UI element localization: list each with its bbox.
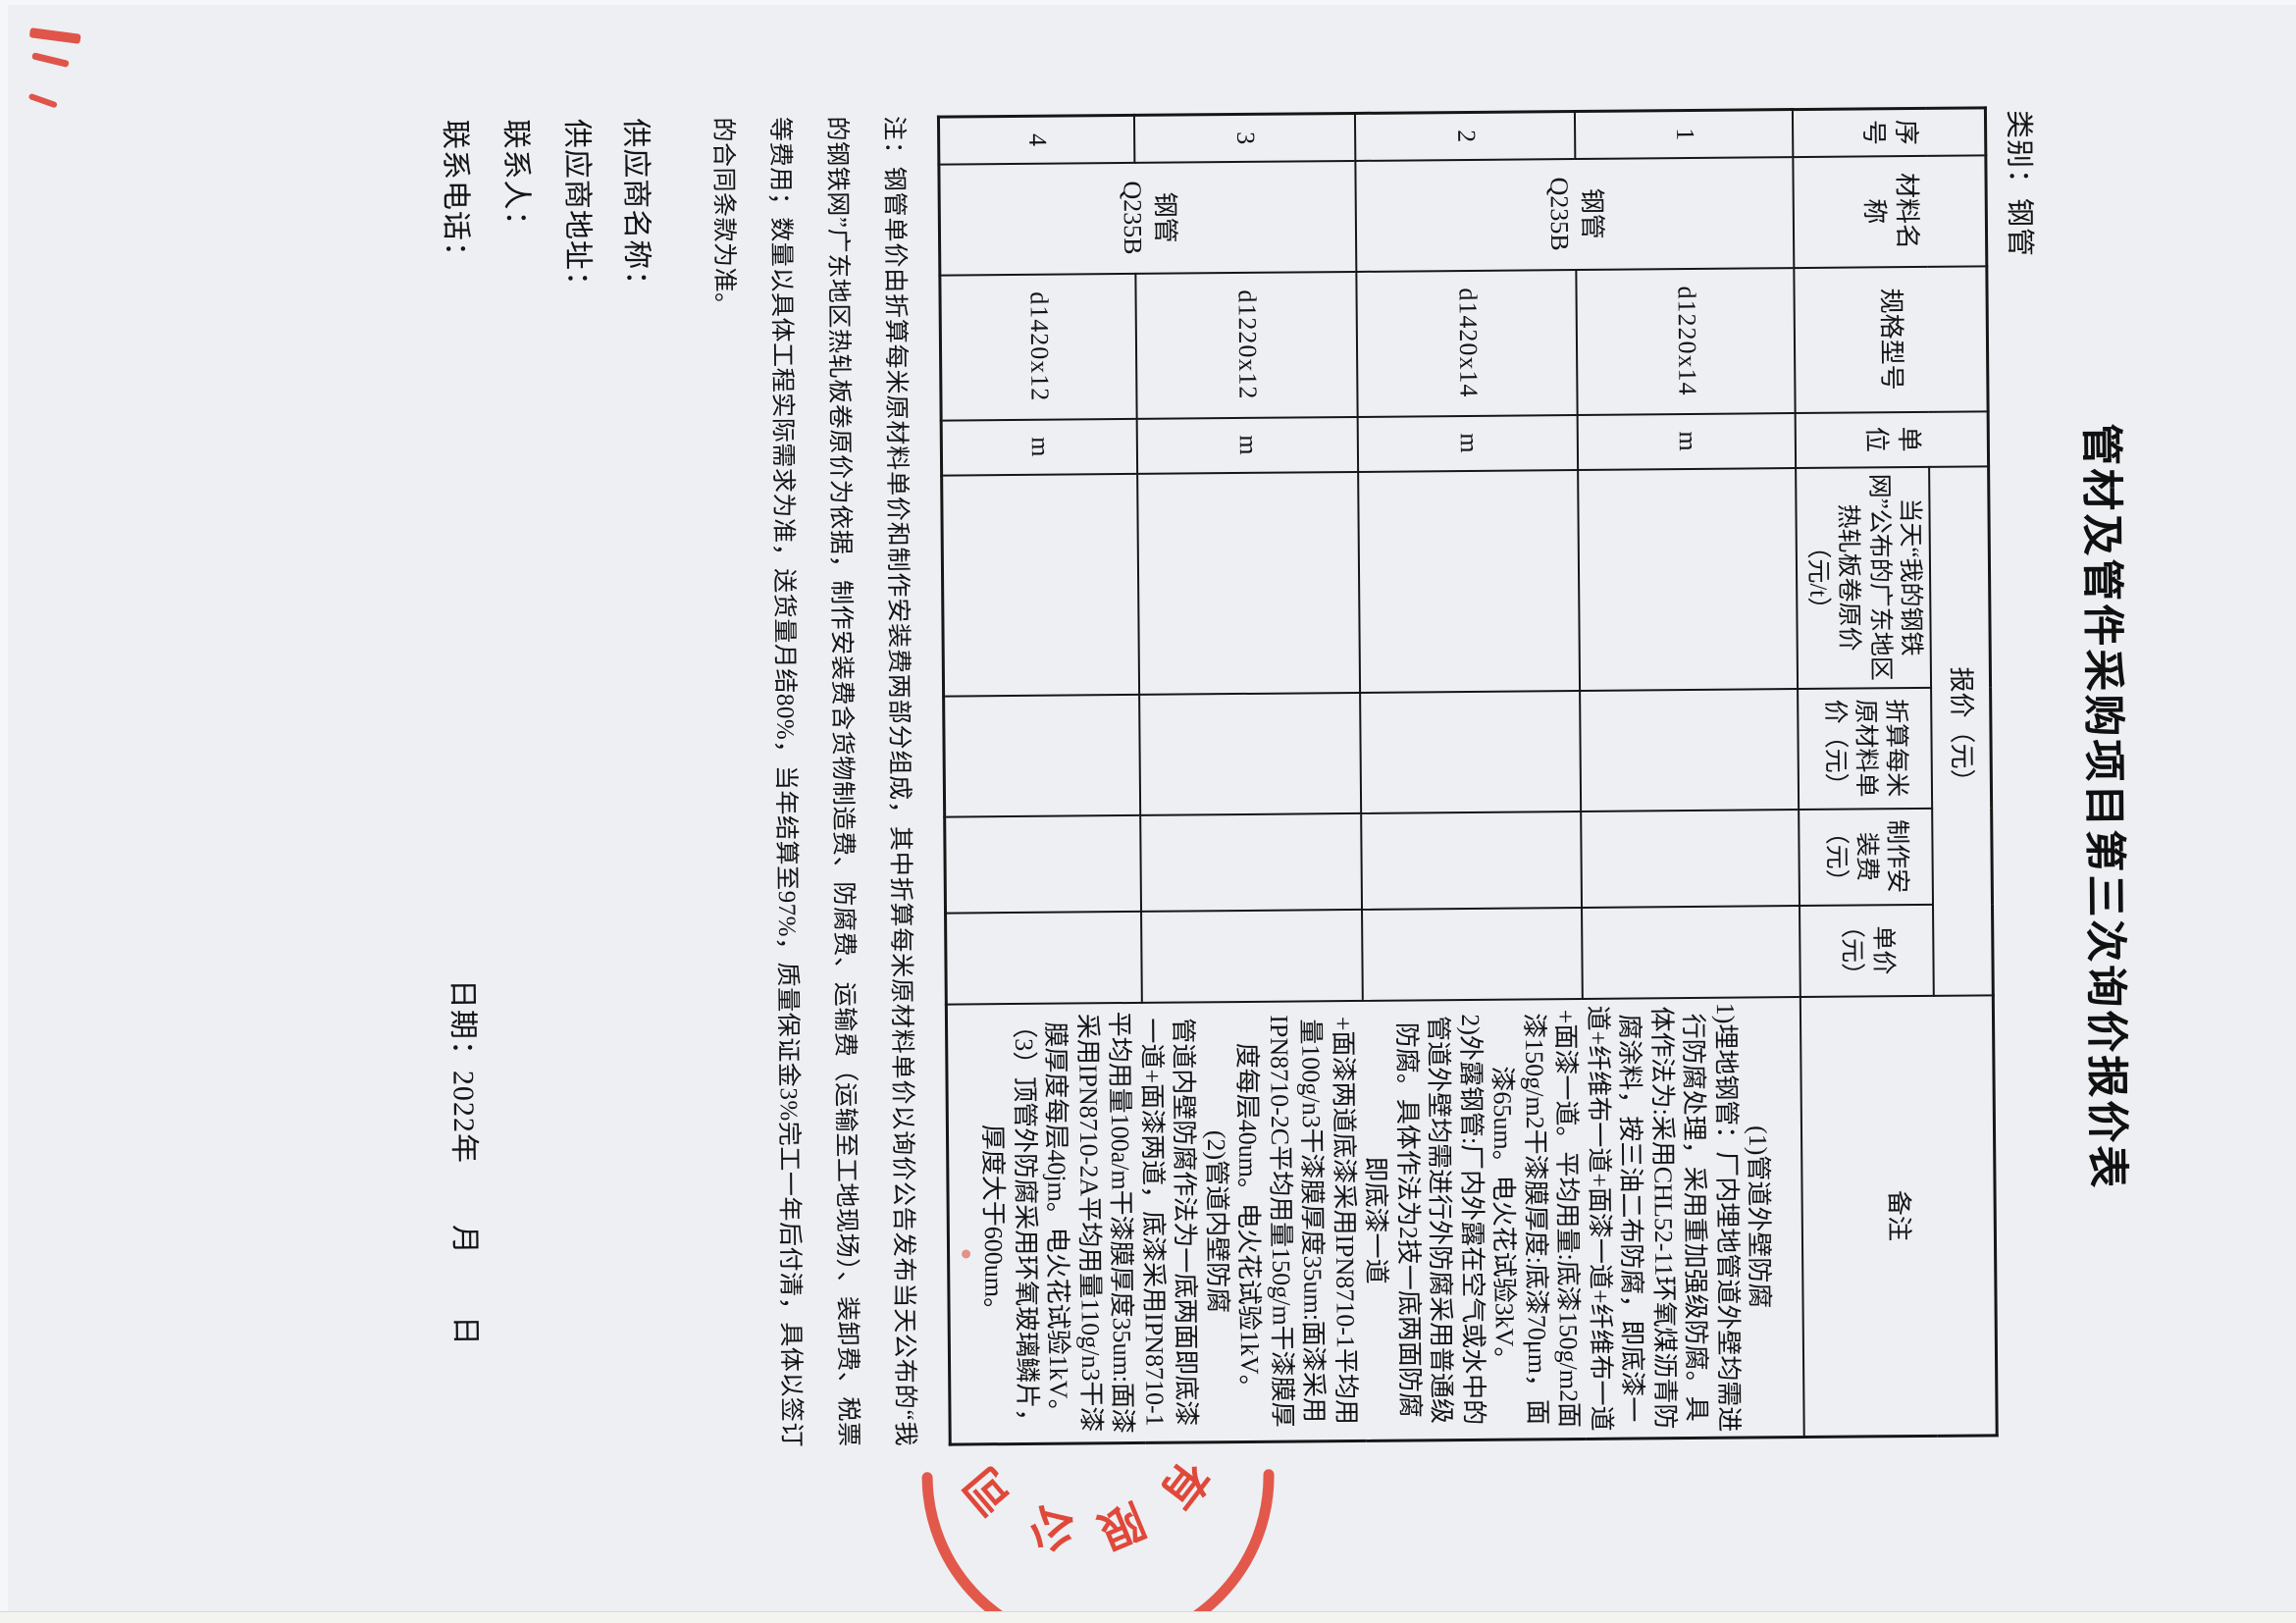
cell-fabrication-3 [1140,812,1363,912]
header-spec: 规格型号 [1794,265,1989,413]
cell-unit-price-4 [945,911,1143,1005]
remark-paragraph: (1)管道外壁防腐 [1744,1125,1775,1309]
cell-day-price-4 [941,473,1140,697]
paper-edge-bottom [0,1611,2296,1623]
cell-day-price-1 [1578,467,1799,691]
paper-edge-left [0,0,8,1623]
cell-unit-3: m [1137,416,1359,474]
footnote-paragraph: 注：钢管单价由折算每米原材料单价和制作安装费两部分组成，其中折算每米原材料单价以… [708,115,918,1448]
cell-per-meter-2 [1360,690,1582,813]
remark-paragraph: 1)埋地钢管：厂内埋地管道外壁均需进行防腐处理，采用重加强级防腐。具体作法为:采… [1487,1002,1744,1433]
cell-material-12: 钢管Q235B [1355,156,1795,272]
cell-day-price-3 [1137,471,1361,695]
quotation-table: 序号 材料名称 规格型号 单位 报价（元） 备注 当天“我的钢铁网”公布的广东地… [936,106,1999,1446]
cell-day-price-2 [1358,469,1581,693]
header-material: 材料名称 [1793,154,1987,268]
cell-fabrication-1 [1581,809,1800,908]
cell-unit-price-1 [1582,905,1801,999]
contact-person-field: 联系人： [498,119,534,241]
page-title: 管材及管件采购项目第三次询价报价表 [2076,423,2130,1191]
seal-char: 有 [1151,1451,1218,1518]
remark-paragraph: 2)外露钢管:厂内外露在空气或水中的管道外壁均需进行外防腐采用普通级防腐。具体作… [1361,1014,1488,1443]
red-ink-mark [28,27,81,44]
contact-phone-field: 联系电话： [438,119,473,273]
red-ink-mark [31,52,70,68]
header-unit-price: 单价（元） [1800,904,1935,997]
cell-unit-price-3 [1141,909,1364,1003]
cell-fabrication-4 [944,814,1142,914]
seal-char: 公 [1023,1497,1081,1558]
cell-spec-3: d1220x12 [1135,271,1359,419]
seal-char: 司 [955,1457,1022,1524]
cell-material-34: 钢管Q235B [938,160,1357,276]
cell-seq-3: 3 [1134,113,1356,163]
cell-per-meter-1 [1580,688,1800,812]
cell-unit-1: m [1578,412,1797,470]
header-quote-group: 报价（元） [1929,465,1994,996]
cell-per-meter-4 [943,694,1141,817]
cell-seq-1: 1 [1575,109,1794,159]
header-day-price: 当天“我的钢铁网”公布的广东地区热轧板卷原价（元/t） [1796,466,1932,689]
header-per-meter-price: 折算每米原材料单价（元） [1798,687,1933,810]
supplier-address-field: 供应商地址： [559,118,595,302]
header-remark: 备注 [1800,994,1998,1438]
cell-unit-2: m [1358,414,1579,472]
table-row: 1 钢管Q235B d1220x14 m (1)管道外壁防腐 1)埋地钢管：厂内… [946,109,1805,1445]
paper-edge-top [0,0,2296,5]
cell-unit-4: m [941,418,1138,476]
date-line: 日期：2022年 月 日 [445,978,482,1347]
category-label: 类别：钢管 [2002,109,2036,258]
cell-seq-4: 4 [938,115,1135,165]
seal-char: 限 [1091,1493,1152,1557]
header-seq: 序号 [1793,107,1986,157]
red-ink-speck [962,1249,971,1259]
red-ink-mark [27,92,58,109]
header-unit: 单位 [1796,410,1989,468]
cell-seq-2: 2 [1355,111,1576,161]
cell-spec-2: d1420x14 [1356,269,1579,417]
supplier-name-field: 供应商名称： [618,118,653,301]
company-seal-stamp: 有 限 公 司 [921,1451,1275,1623]
cell-spec-1: d1220x14 [1576,267,1797,415]
header-fabrication-fee: 制作安装费（元） [1799,808,1934,906]
cell-fabrication-2 [1361,811,1583,910]
cell-unit-price-2 [1362,907,1584,1001]
cell-spec-4: d1420x12 [939,273,1138,421]
cell-per-meter-3 [1139,692,1362,815]
